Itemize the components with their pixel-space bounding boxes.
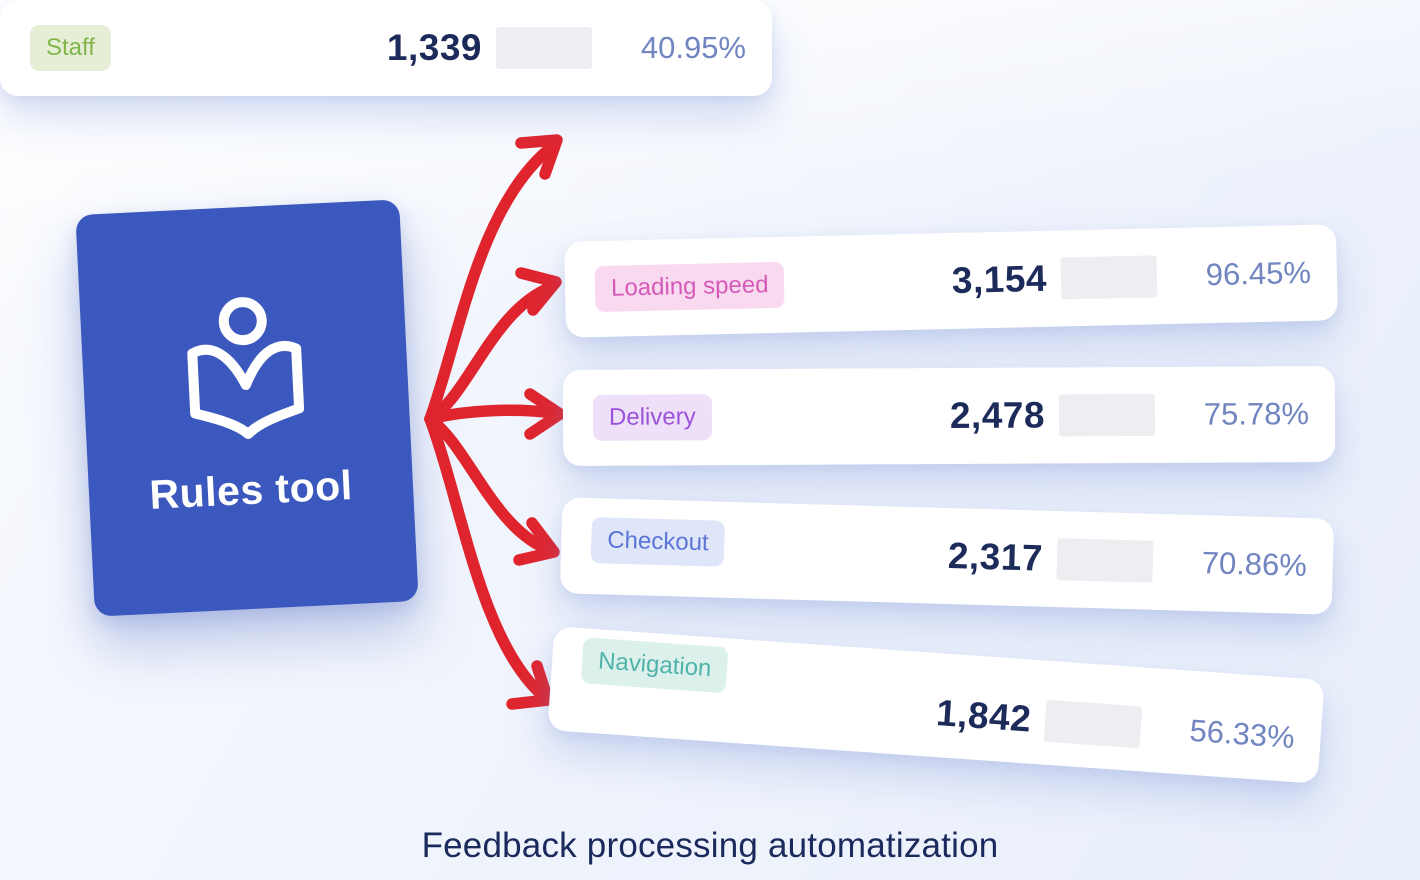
arrow-to-loading-speed (424, 134, 563, 425)
arrow-to-staff (424, 413, 554, 710)
percent-value: 75.78% (1203, 396, 1310, 432)
category-row-loading-speed: Loading speed 3,154 96.45% (564, 224, 1338, 338)
category-tag: Loading speed (594, 261, 786, 313)
category-row-navigation: Navigation 1,842 56.33% (547, 626, 1325, 784)
category-tag: Delivery (592, 394, 712, 441)
progress-bar (1060, 255, 1158, 300)
arrow-to-checkout (424, 388, 566, 440)
arrow-to-navigation (424, 413, 560, 566)
progress-bar (1056, 538, 1154, 583)
category-row-staff: Staff 1,339 40.95% (0, 0, 772, 96)
percent-value: 70.86% (1201, 545, 1308, 584)
mention-count: 1,842 (934, 692, 1033, 740)
progress-bar (1043, 699, 1143, 749)
rules-tool-label: Rules tool (148, 461, 354, 518)
category-row-checkout: Checkout 2,317 70.86% (559, 497, 1335, 615)
category-row-delivery: Delivery 2,478 75.78% (562, 365, 1336, 467)
caption: Feedback processing automatization (421, 826, 999, 865)
progress-bar (1058, 393, 1156, 437)
percent-value: 56.33% (1188, 712, 1296, 756)
arrow-to-delivery (424, 267, 562, 425)
reader-icon (187, 297, 305, 439)
mention-count: 3,154 (951, 257, 1048, 301)
mention-count: 2,317 (947, 535, 1044, 579)
progress-bar (496, 27, 592, 69)
category-tag: Staff (30, 25, 111, 71)
category-tag: Navigation (580, 637, 729, 694)
percent-value: 40.95% (640, 30, 746, 65)
percent-value: 96.45% (1205, 254, 1312, 293)
rules-tool-node: Rules tool (75, 199, 419, 617)
mention-count: 2,478 (949, 394, 1046, 436)
mention-count: 1,339 (386, 27, 482, 68)
category-tag: Checkout (590, 517, 726, 567)
